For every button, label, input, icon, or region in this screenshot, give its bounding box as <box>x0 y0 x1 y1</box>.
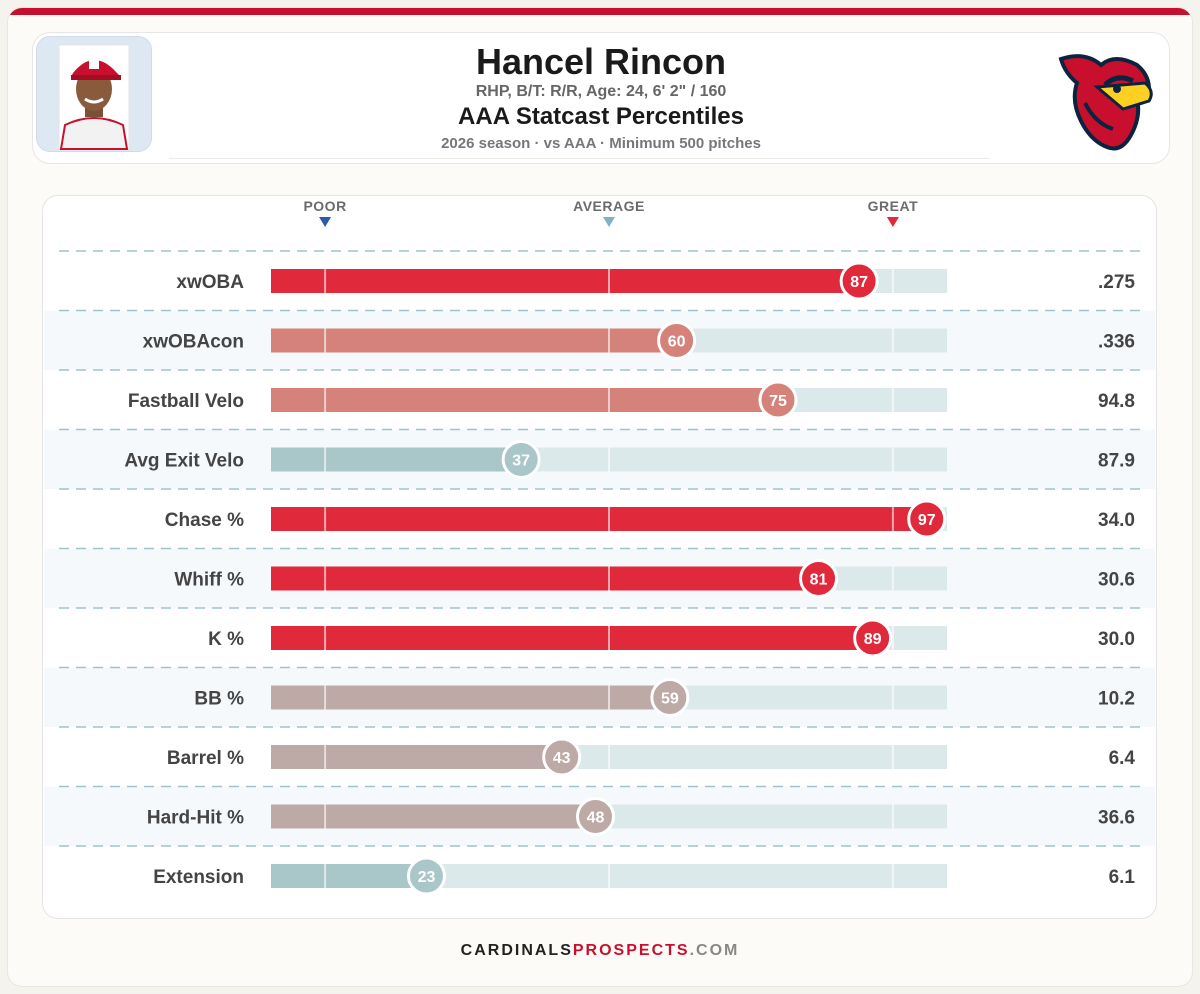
metric-label: BB % <box>194 689 244 710</box>
footer-brand: CARDINALSPROSPECTS.COM <box>8 942 1192 960</box>
percentile-bubble <box>907 499 947 539</box>
scale-marker-icon <box>886 217 899 227</box>
percentile-bar <box>271 864 427 888</box>
percentile-bar <box>271 507 927 531</box>
percentile-bubble <box>501 440 541 479</box>
percentile-bar <box>271 566 819 591</box>
percentile-bubble <box>853 618 893 658</box>
percentile-bar <box>271 328 677 353</box>
stat-value: 36.6 <box>1098 808 1135 829</box>
scale-label-poor: POOR <box>303 198 346 214</box>
scale-label-average: AVERAGE <box>573 198 645 214</box>
percentile-value: 89 <box>864 631 882 648</box>
percentile-value: 81 <box>810 572 828 589</box>
stat-value: 34.0 <box>1098 510 1135 531</box>
percentile-value: 37 <box>512 453 530 470</box>
percentile-value: 48 <box>587 810 605 827</box>
scale-marker-icon <box>319 217 332 227</box>
metric-label: Avg Exit Velo <box>124 451 244 472</box>
player-bio: RHP, B/T: R/R, Age: 24, 6' 2" / 160 <box>475 83 727 100</box>
chart-subtitle: 2026 season · vs AAA · Minimum 500 pitch… <box>441 135 761 152</box>
stat-value: 10.2 <box>1098 689 1135 710</box>
percentile-bubble <box>657 321 697 360</box>
stat-value: 6.1 <box>1109 867 1136 888</box>
percentile-value: 23 <box>418 869 436 886</box>
percentile-bubble <box>650 678 690 717</box>
scale-marker-icon <box>603 217 615 227</box>
footer-part-3: .COM <box>689 942 740 959</box>
metric-label: Whiff % <box>174 570 244 591</box>
percentile-value: 60 <box>668 334 686 351</box>
percentile-bubble <box>575 797 615 836</box>
header-divider <box>169 158 989 159</box>
top-accent-bar <box>8 8 1192 15</box>
percentile-bubble <box>758 380 798 420</box>
player-name: Hancel Rincon <box>475 41 727 82</box>
graphic-card: Hancel Rincon RHP, B/T: R/R, Age: 24, 6'… <box>8 8 1192 986</box>
team-logo <box>1051 43 1163 155</box>
percentile-bar-chart: POOR AVERAGE GREAT xwOBA 87 .275 xwOBAcon 60 .33… <box>44 198 1155 896</box>
metric-label: xwOBAcon <box>143 332 244 353</box>
scale-label-great: GREAT <box>868 198 918 214</box>
footer-part-2: PROSPECTS <box>572 942 690 959</box>
stat-value: 30.0 <box>1098 629 1135 650</box>
percentile-value: 97 <box>918 512 936 529</box>
metric-label: Fastball Velo <box>128 391 244 412</box>
percentile-bar <box>271 745 562 769</box>
metric-label: Chase % <box>165 510 244 531</box>
metric-label: Barrel % <box>167 748 244 769</box>
metric-label: xwOBA <box>176 272 244 293</box>
percentile-value: 43 <box>553 750 571 767</box>
percentile-bubble <box>799 559 839 598</box>
percentile-bar <box>271 447 522 472</box>
percentile-value: 59 <box>661 691 679 708</box>
stat-value: 87.9 <box>1098 451 1135 472</box>
footer-part-1: CARDINALS <box>460 942 573 959</box>
stat-value: 6.4 <box>1109 748 1136 769</box>
percentile-chart-panel: POOR AVERAGE GREAT xwOBA 87 .275 xwOBAcon 60 .33… <box>42 195 1157 919</box>
metric-label: Hard-Hit % <box>147 808 244 829</box>
percentile-bar <box>271 804 596 829</box>
percentile-bubble <box>406 856 446 896</box>
stat-value: 94.8 <box>1098 391 1135 412</box>
metric-label: Extension <box>153 867 244 888</box>
percentile-bubble <box>542 737 582 777</box>
percentile-bar <box>271 685 670 710</box>
stat-value: .336 <box>1098 332 1135 353</box>
stat-value: 30.6 <box>1098 570 1135 591</box>
percentile-bar <box>271 626 873 650</box>
player-photo <box>36 36 152 152</box>
percentile-value: 75 <box>769 393 787 410</box>
metric-label: K % <box>208 629 244 650</box>
percentile-value: 87 <box>850 274 868 291</box>
chart-title: AAA Statcast Percentiles <box>458 103 744 130</box>
percentile-bubble <box>839 261 879 301</box>
header-card: Hancel Rincon RHP, B/T: R/R, Age: 24, 6'… <box>32 32 1170 164</box>
percentile-bar <box>271 388 778 412</box>
percentile-bar <box>271 269 860 293</box>
stat-value: .275 <box>1098 272 1135 293</box>
